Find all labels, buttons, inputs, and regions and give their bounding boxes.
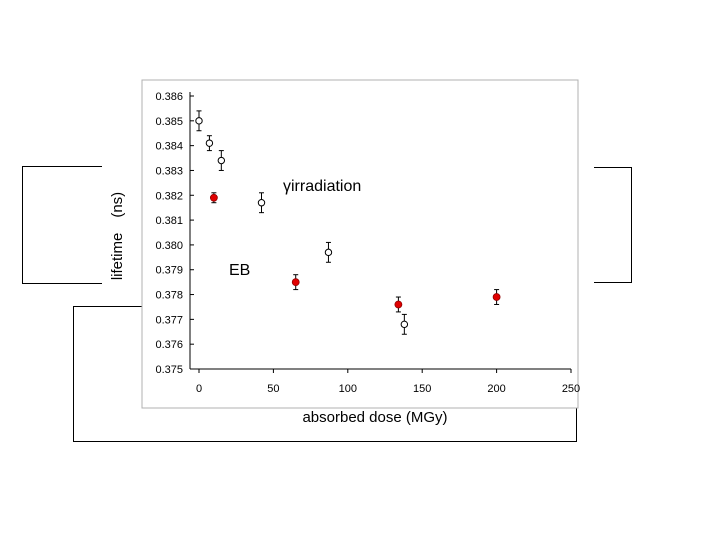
y-tick-label: 0.377: [155, 314, 183, 326]
y-tick-label: 0.382: [155, 190, 183, 202]
y-tick-label: 0.378: [155, 290, 183, 302]
x-axis-title: absorbed dose (MGy): [302, 409, 447, 426]
x-tick-label: 150: [413, 383, 431, 395]
y-tick-label: 0.385: [155, 116, 183, 128]
x-tick-label: 100: [339, 383, 357, 395]
eb-data-point: [291, 278, 300, 287]
eb-data-point: [394, 300, 403, 309]
x-tick-group: 0 50 100 150 200 250: [196, 369, 580, 395]
y-tick-label: 0.386: [155, 91, 183, 103]
x-tick-label: 200: [487, 383, 505, 395]
x-tick-label: 50: [267, 383, 279, 395]
y-tick-label: 0.381: [155, 215, 183, 227]
gamma-data-point: [257, 199, 266, 207]
left-bracket-top: [22, 166, 102, 167]
eb-data-point: [209, 193, 218, 202]
x-tick-label: 250: [562, 383, 580, 395]
chart-frame: [141, 79, 579, 409]
y-tick-label: 0.380: [155, 240, 183, 252]
right-bracket-side: [631, 167, 632, 283]
bottom-bracket-right: [576, 408, 577, 442]
left-bracket-side: [22, 166, 23, 284]
right-bracket-bottom: [594, 282, 632, 283]
y-tick-label: 0.384: [155, 141, 183, 153]
y-tick-label: 0.383: [155, 165, 183, 177]
y-tick-label: 0.379: [155, 265, 183, 277]
bottom-bracket-bottom: [73, 441, 577, 442]
y-tick-group: 0.375 0.376 0.377 0.378 0.379 0.380 0.381 0.382…: [155, 91, 194, 376]
y-tick-label: 0.375: [155, 364, 183, 376]
gamma-data-point: [217, 156, 226, 165]
bottom-bracket-top: [73, 306, 143, 307]
gamma-data-point: [195, 117, 203, 125]
bottom-bracket-left: [73, 306, 74, 442]
gamma-data-point: [324, 248, 333, 257]
x-tick-label: 0: [196, 383, 202, 395]
gamma-data-point: [400, 320, 409, 329]
left-bracket-bottom: [22, 283, 102, 284]
right-bracket-top: [594, 167, 632, 168]
eb-data-point: [492, 293, 501, 301]
y-tick-label: 0.376: [155, 339, 183, 351]
gamma-irradiation-label: γirradiation: [283, 178, 361, 195]
eb-label: EB: [229, 262, 250, 279]
data-points-group: [195, 110, 501, 335]
y-axis-title: lifetime (ns): [109, 192, 126, 280]
gamma-data-point: [205, 139, 214, 147]
